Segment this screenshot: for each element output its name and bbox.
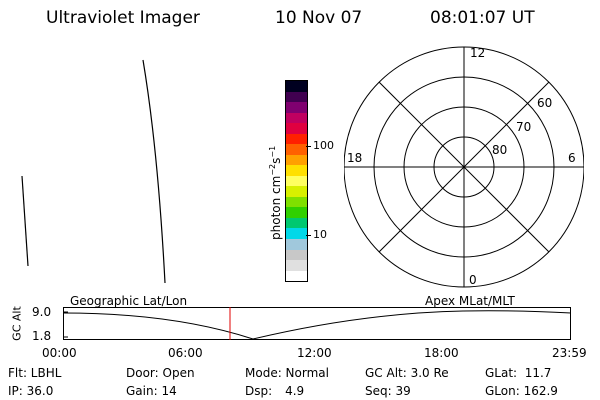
colorbar-segment (286, 217, 307, 229)
y-max-label: 9.0 (32, 305, 52, 319)
colorbar-segment (286, 102, 307, 113)
lat-label-80: 80 (492, 143, 507, 157)
polar-diagonal-c (484, 81, 550, 147)
x-tick-0000: 00:00 (42, 346, 77, 360)
x-tick-1200: 12:00 (297, 346, 332, 360)
colorbar-segment (286, 260, 307, 271)
glat-status: GLat: 11.7 (485, 366, 552, 380)
x-tick-1800: 18:00 (424, 346, 459, 360)
polar-inner-cross-b (442, 145, 486, 189)
altitude-plot (63, 307, 571, 340)
colorbar-segment (286, 165, 307, 176)
mlt-label-6: 6 (568, 151, 576, 165)
mode-status: Mode: Normal (245, 366, 329, 380)
y-min-label: 1.8 (32, 329, 52, 343)
colorbar-segment (286, 207, 307, 218)
polar-diagonal-a (378, 81, 444, 147)
altitude-plot-frame (63, 307, 571, 340)
colorbar-segment (286, 186, 307, 197)
colorbar-segment (286, 81, 307, 92)
colorbar-segment (286, 144, 307, 155)
lat-label-60: 60 (537, 96, 552, 110)
x-tick-0600: 06:00 (168, 346, 203, 360)
colorbar-segment (286, 228, 307, 239)
seq-status: Seq: 39 (365, 384, 411, 398)
date: 10 Nov 07 (275, 8, 363, 28)
geographic-caption: Geographic Lat/Lon (70, 294, 188, 308)
apex-caption: Apex MLat/MLT (425, 294, 515, 308)
colorbar-label-100: 100 (313, 139, 334, 152)
glon-status: GLon: 162.9 (485, 384, 558, 398)
door-status: Door: Open (126, 366, 195, 380)
colorbar-segment (286, 249, 307, 261)
colorbar-segment (286, 133, 307, 145)
colorbar-label-10: 10 (313, 228, 327, 241)
ip-status: IP: 36.0 (8, 384, 54, 398)
gcalt-status: GC Alt: 3.0 Re (365, 366, 449, 380)
altitude-curve (63, 310, 571, 340)
coastline-curve-left (21, 175, 29, 267)
gain-status: Gain: 14 (126, 384, 177, 398)
mlt-label-12: 12 (470, 46, 485, 60)
polar-plot: 12 18 6 0 60 70 80 (344, 46, 584, 288)
colorbar-tick-10 (306, 235, 311, 236)
mlt-label-0: 0 (469, 273, 477, 287)
polar-diagonal-d (378, 187, 444, 253)
colorbar-segment (286, 196, 307, 208)
colorbar-segment (286, 123, 307, 134)
colorbar-segment (286, 91, 307, 103)
colorbar-segment (286, 238, 307, 250)
flt-status: Flt: LBHL (8, 366, 62, 380)
dsp-status: Dsp: 4.9 (245, 384, 305, 398)
colorbar-segment (286, 112, 307, 124)
colorbar-segment (286, 175, 307, 187)
colorbar-segment (286, 270, 307, 282)
mlt-label-18: 18 (347, 151, 362, 165)
polar-diagonal-b (484, 187, 550, 253)
colorbar-unit: photon cm−2s−1 (268, 145, 283, 240)
colorbar-segment (286, 154, 307, 166)
x-tick-2359: 23:59 (552, 346, 587, 360)
coastline-curve-center (142, 59, 166, 284)
time: 08:01:07 UT (430, 8, 535, 28)
gc-alt-axis-label: GC Alt (10, 306, 24, 341)
color-scale-bar (285, 80, 308, 282)
colorbar-tick-100 (306, 146, 311, 147)
title: Ultraviolet Imager (46, 8, 200, 28)
lat-label-70: 70 (516, 120, 531, 134)
